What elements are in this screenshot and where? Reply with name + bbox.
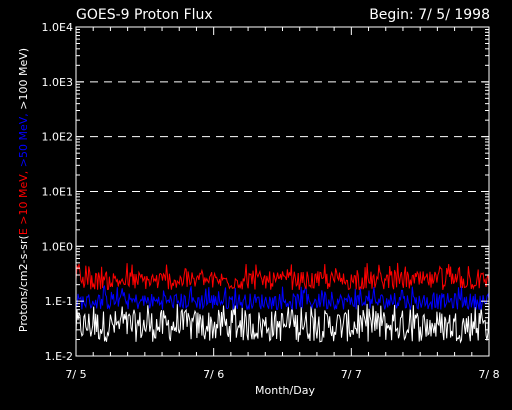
y-label-part-1: E >10 MeV, [17, 171, 30, 235]
x-axis-label: Month/Day [255, 384, 315, 397]
y-label-part-6: ) [17, 48, 30, 52]
y-ticks: 1.E-2 1.E-1 1.0E0 1.0E1 1.0E2 1.0E3 1.0E4 [42, 21, 489, 363]
series-1-line [75, 284, 490, 311]
y-label-part-3: >50 MeV, [17, 113, 30, 167]
y-label-part-5: >100 MeV [17, 52, 30, 110]
begin-date-label: Begin: 7/ 5/ 1998 [369, 7, 490, 23]
y-axis-label-text: Protons/cm2-s-sr(E >10 MeV, >50 MeV, >10… [17, 48, 30, 332]
y-tick-label-3: 1.0E1 [42, 186, 73, 199]
x-ticks: 7/ 5 7/ 6 7/ 7 7/ 8 [65, 27, 500, 381]
series-0-line [75, 262, 490, 291]
x-tick-label-3: 7/ 8 [478, 368, 499, 381]
x-tick-label-2: 7/ 7 [341, 368, 362, 381]
y-axis-label: Protons/cm2-s-sr(E >10 MeV, >50 MeV, >10… [17, 48, 30, 332]
y-tick-label-0: 1.E-2 [45, 350, 73, 363]
y-label-part-0: Protons/cm2-s-sr( [17, 235, 30, 332]
y-tick-label-4: 1.0E2 [42, 131, 73, 144]
series-group [75, 262, 490, 344]
y-tick-label-5: 1.0E3 [42, 76, 73, 89]
y-tick-label-1: 1.E-1 [45, 295, 73, 308]
chart-title: GOES-9 Proton Flux [76, 7, 213, 23]
y-tick-label-6: 1.0E4 [42, 21, 73, 34]
x-tick-label-0: 7/ 5 [65, 368, 86, 381]
x-tick-label-1: 7/ 6 [203, 368, 224, 381]
y-tick-label-2: 1.0E0 [42, 240, 73, 253]
series-2-line [75, 303, 490, 344]
